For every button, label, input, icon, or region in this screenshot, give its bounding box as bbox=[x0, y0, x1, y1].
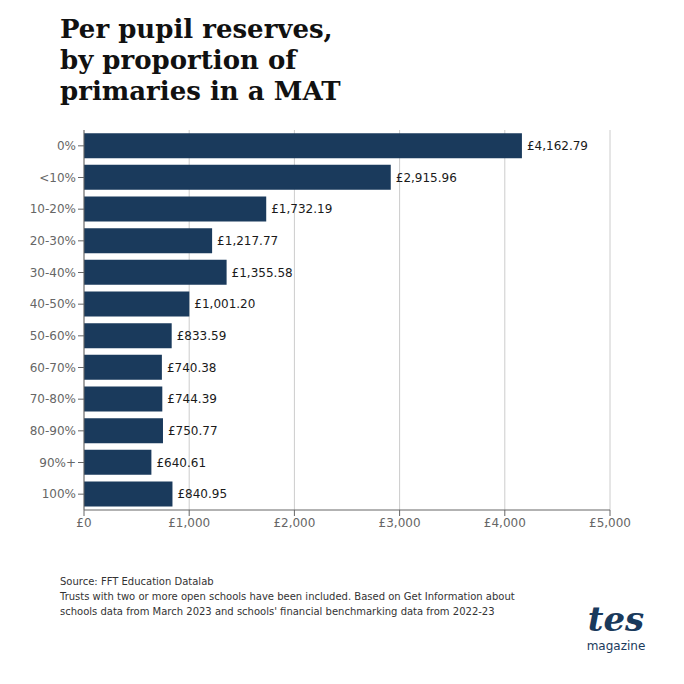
svg-text:£1,355.58: £1,355.58 bbox=[232, 266, 293, 280]
svg-text:£840.95: £840.95 bbox=[177, 487, 227, 501]
svg-text:80-90%: 80-90% bbox=[30, 424, 76, 438]
svg-text:90%+: 90%+ bbox=[39, 456, 76, 470]
svg-text:£2,000: £2,000 bbox=[273, 516, 315, 530]
svg-text:60-70%: 60-70% bbox=[30, 361, 76, 375]
html-text:tes: tes bbox=[587, 599, 645, 639]
html-text:Per pupil reserves, by proport: Per pupil reserves, by proportion of pri… bbox=[60, 14, 341, 106]
html-text:magazine: magazine bbox=[586, 639, 646, 653]
svg-text:£740.38: £740.38 bbox=[167, 361, 217, 375]
svg-text:100%: 100% bbox=[42, 487, 76, 501]
svg-text:£1,217.77: £1,217.77 bbox=[217, 234, 278, 248]
svg-text:£750.77: £750.77 bbox=[168, 424, 218, 438]
svg-text:<10%: <10% bbox=[39, 171, 76, 185]
svg-text:£2,915.96: £2,915.96 bbox=[396, 171, 457, 185]
svg-text:£3,000: £3,000 bbox=[379, 516, 421, 530]
svg-text:20-30%: 20-30% bbox=[30, 234, 76, 248]
svg-text:£744.39: £744.39 bbox=[167, 392, 217, 406]
svg-text:10-20%: 10-20% bbox=[30, 202, 76, 216]
svg-text:70-80%: 70-80% bbox=[30, 392, 76, 406]
svg-text:30-40%: 30-40% bbox=[30, 266, 76, 280]
html-text:Source: FFT Education Datalab: Source: FFT Education Datalab bbox=[60, 576, 214, 587]
svg-text:£640.61: £640.61 bbox=[156, 456, 206, 470]
svg-text:50-60%: 50-60% bbox=[30, 329, 76, 343]
svg-text:40-50%: 40-50% bbox=[30, 297, 76, 311]
html-text:Trusts with two or more open s: Trusts with two or more open schools hav… bbox=[60, 591, 515, 602]
svg-text:£4,000: £4,000 bbox=[484, 516, 526, 530]
svg-text:£1,000: £1,000 bbox=[168, 516, 210, 530]
html-text:schools data from March 2023 a: schools data from March 2023 and schools… bbox=[60, 606, 495, 617]
svg-text:£0: £0 bbox=[76, 516, 91, 530]
svg-text:£5,000: £5,000 bbox=[589, 516, 631, 530]
svg-text:£1,001.20: £1,001.20 bbox=[194, 297, 255, 311]
svg-text:£1,732.19: £1,732.19 bbox=[271, 202, 332, 216]
svg-text:0%: 0% bbox=[57, 139, 76, 153]
svg-text:£833.59: £833.59 bbox=[177, 329, 227, 343]
svg-text:£4,162.79: £4,162.79 bbox=[527, 139, 588, 153]
